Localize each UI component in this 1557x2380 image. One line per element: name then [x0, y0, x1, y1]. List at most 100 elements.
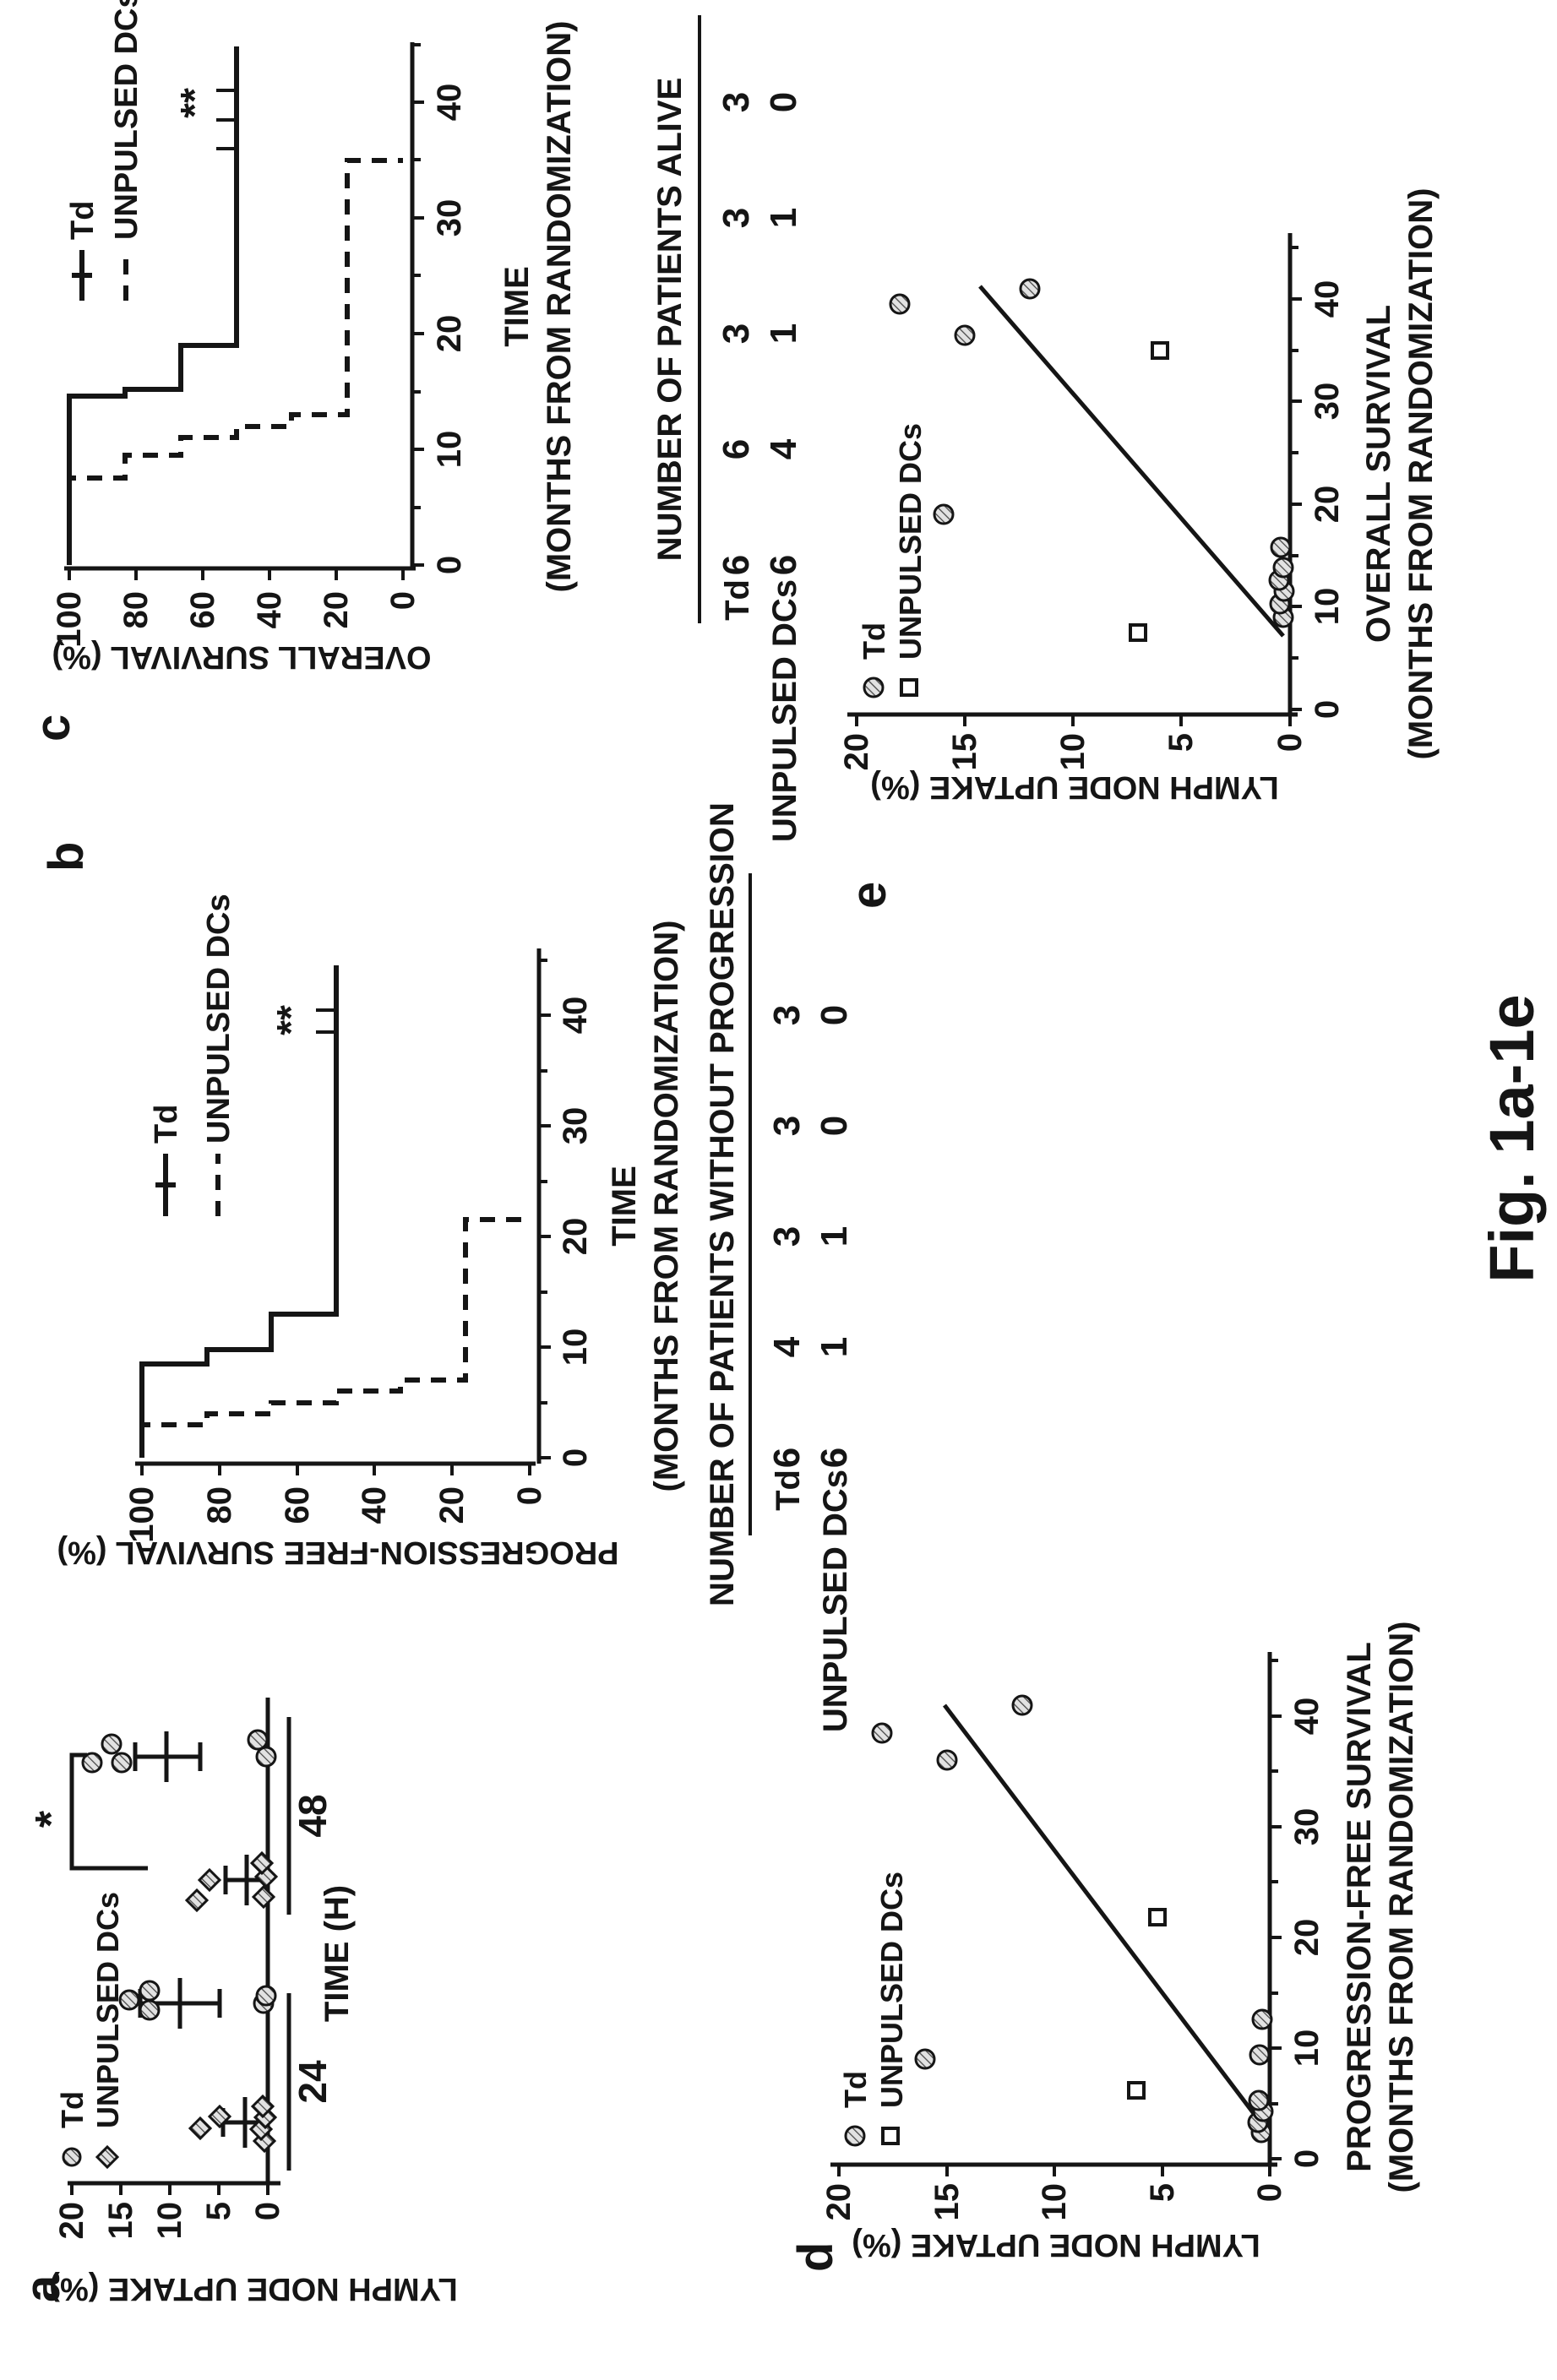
- scatter-point: [139, 1999, 161, 2021]
- panel-d-x-title-line2: (MONTHS FROM RANDOMIZATION): [1383, 1622, 1420, 2193]
- panel-e-unpulsed-points: [1129, 341, 1169, 642]
- svg-text:20: 20: [838, 733, 875, 771]
- risk-table-header: NUMBER OF PATIENTS ALIVE: [651, 78, 689, 562]
- svg-text:4: 4: [763, 438, 804, 459]
- scatter-point: [1249, 2044, 1271, 2066]
- panel-a-y-tick-labels: 20 15 10 5 0: [53, 2202, 286, 2240]
- svg-text:20: 20: [433, 1486, 471, 1524]
- panel-e-td-points: [889, 278, 1295, 628]
- panel-a-td-24h-points: [118, 1980, 277, 2021]
- svg-text:20: 20: [820, 2183, 857, 2221]
- legend-td-line-sample: [72, 250, 92, 301]
- svg-text:10: 10: [1054, 733, 1092, 771]
- svg-text:40: 40: [251, 591, 288, 629]
- panel-b-x-title-line1: TIME: [606, 1166, 643, 1247]
- panel-b-x-title-line2: (MONTHS FROM RANDOMIZATION): [648, 921, 685, 1492]
- svg-text:5: 5: [1144, 2183, 1181, 2202]
- panel-d: d LYMPH NODE UPTAKE (%) 20 15 10 5 0 0 1…: [788, 1622, 1420, 2272]
- svg-text:6: 6: [814, 1448, 855, 1468]
- svg-text:0: 0: [249, 2202, 286, 2220]
- svg-text:0: 0: [1288, 2149, 1326, 2168]
- svg-text:60: 60: [279, 1486, 316, 1524]
- scatter-point: [118, 1989, 140, 2011]
- scatter-point: [1270, 536, 1292, 558]
- svg-text:10: 10: [1288, 2030, 1326, 2068]
- scatter-point: [81, 1752, 103, 1774]
- svg-text:30: 30: [1309, 383, 1346, 421]
- svg-text:10: 10: [557, 1329, 594, 1367]
- svg-text:10: 10: [1036, 2183, 1073, 2221]
- svg-text:10: 10: [1309, 588, 1346, 626]
- legend-td-circle-marker: [863, 677, 885, 698]
- scatter-point: [871, 1722, 893, 1744]
- svg-text:0: 0: [1309, 700, 1346, 719]
- panel-a-legend: Td UNPULSED DCs: [55, 1892, 125, 2170]
- panel-d-x-tick-marks: [1270, 1659, 1282, 2160]
- panel-d-td-points: [871, 1694, 1274, 2144]
- panel-b-risk-table: NUMBER OF PATIENTS WITHOUT PROGRESSION T…: [704, 802, 855, 1732]
- panel-a-y-title: LYMPH NODE UPTAKE (%): [49, 2271, 457, 2307]
- legend-td-line-sample: [155, 1154, 176, 1216]
- legend-td-label: Td: [149, 1105, 184, 1144]
- svg-text:0: 0: [1271, 733, 1309, 752]
- scatter-point: [247, 1729, 269, 1751]
- td-km-curve: [67, 46, 239, 565]
- risk-row-unpulsed-values: 6 1 1 0 0: [814, 1005, 855, 1468]
- panel-d-label: d: [788, 2242, 843, 2272]
- panel-a-unpulsed-48h-points: [184, 1850, 279, 1913]
- svg-text:5: 5: [200, 2202, 237, 2220]
- panel-e-legend: Td UNPULSED DCs: [857, 423, 928, 698]
- panel-e: e LYMPH NODE UPTAKE (%) 20 15 10 5 0 0 1…: [838, 188, 1440, 909]
- panel-d-y-title: LYMPH NODE UPTAKE (%): [852, 2227, 1260, 2263]
- svg-text:10: 10: [151, 2202, 188, 2240]
- legend-td-circle-marker: [62, 2147, 82, 2167]
- panel-a-x-title: TIME (H): [318, 1885, 356, 2022]
- legend-td-label: Td: [55, 2091, 90, 2128]
- svg-text:3: 3: [716, 92, 757, 112]
- scatter-point: [954, 324, 976, 346]
- svg-text:6: 6: [766, 1448, 808, 1468]
- scatter-point: [914, 2048, 936, 2070]
- scatter-point: [255, 1746, 277, 1768]
- panel-c: c OVERALL SURVIVAL (%) 100 80 60 40 20 0…: [25, 0, 804, 842]
- panel-c-x-tick-labels: 0 10 20 30 40: [431, 84, 468, 574]
- legend-td-label: Td: [838, 2071, 873, 2108]
- td-censor-ticks: [216, 89, 237, 150]
- legend-unpulsed-label: UNPULSED DCs: [893, 423, 928, 660]
- svg-text:30: 30: [431, 199, 468, 237]
- svg-text:0: 0: [814, 1116, 855, 1136]
- panel-c-legend: Td UNPULSED DCs: [65, 0, 144, 301]
- group-label-48: 48: [291, 1794, 335, 1837]
- panel-b-x-tick-labels: 0 10 20 30 40: [557, 997, 594, 1467]
- legend-unpulsed-label: UNPULSED DCs: [874, 1872, 909, 2108]
- svg-text:40: 40: [1288, 1698, 1326, 1736]
- scatter-point: [250, 2094, 275, 2119]
- svg-text:10: 10: [431, 431, 468, 469]
- svg-text:30: 30: [557, 1107, 594, 1145]
- panel-a-y-tick-marks: [70, 2183, 269, 2195]
- svg-text:40: 40: [356, 1486, 393, 1524]
- svg-text:3: 3: [766, 1116, 808, 1136]
- panel-b: b PROGRESSION-FREE SURVIVAL (%) 100 80 6…: [39, 802, 855, 1732]
- scatter-point: [933, 503, 955, 525]
- trend-line: [943, 1703, 1267, 2131]
- risk-row-td-values: 6 6 3 3 3: [716, 92, 757, 575]
- svg-text:0: 0: [763, 92, 804, 112]
- svg-text:80: 80: [117, 591, 155, 629]
- legend-unpulsed-square-marker: [900, 678, 918, 697]
- scatter-point: [249, 1850, 275, 1876]
- legend-unpulsed-diamond-marker: [95, 2144, 120, 2170]
- scatter-point: [1248, 2089, 1270, 2111]
- scatter-point: [251, 1884, 276, 1910]
- svg-text:6: 6: [716, 439, 757, 459]
- significance-stars: **: [172, 88, 216, 118]
- unpulsed-km-curve: [67, 158, 403, 565]
- panel-a-unpulsed-24h-points: [188, 2094, 278, 2154]
- svg-text:100: 100: [123, 1486, 161, 1543]
- significance-star: *: [27, 1810, 76, 1828]
- panel-d-unpulsed-points: [1127, 1908, 1167, 2100]
- td-km-curve: [139, 965, 339, 1458]
- svg-text:4: 4: [766, 1336, 808, 1357]
- panel-a-label: a: [15, 2274, 70, 2302]
- panel-e-y-title: LYMPH NODE UPTAKE (%): [870, 769, 1278, 805]
